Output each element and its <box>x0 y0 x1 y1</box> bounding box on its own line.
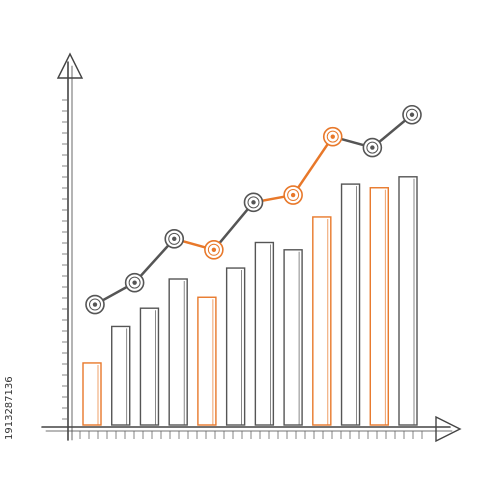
bar <box>197 296 217 426</box>
point-swirl <box>406 108 418 121</box>
point-swirl <box>89 298 101 311</box>
line-series <box>85 104 422 315</box>
point-swirl <box>128 276 141 289</box>
bar <box>168 278 188 426</box>
point-core <box>172 236 177 242</box>
point-core <box>290 192 296 198</box>
point-swirl <box>287 189 300 202</box>
point-swirl <box>207 243 220 256</box>
point-swirl <box>326 130 339 143</box>
point-core <box>251 200 256 205</box>
line-segment <box>212 201 255 251</box>
point-core <box>330 134 335 139</box>
bar <box>312 216 332 426</box>
axes <box>41 52 462 443</box>
bar <box>398 176 418 426</box>
bar <box>111 325 131 426</box>
bar <box>340 183 361 426</box>
bar <box>82 362 102 426</box>
bar <box>139 307 160 426</box>
line-segment <box>133 238 176 284</box>
watermark: 1913287136 <box>4 376 15 440</box>
point-swirl <box>366 141 379 154</box>
point-swirl <box>247 196 260 209</box>
point-core <box>370 145 375 150</box>
point-core <box>132 280 137 285</box>
line-segment <box>292 135 334 196</box>
bar <box>369 187 389 426</box>
point-core <box>409 112 415 117</box>
axis-hatching <box>62 99 423 439</box>
point-core <box>92 302 98 307</box>
bar <box>254 241 275 426</box>
bar <box>225 267 246 426</box>
bar <box>283 249 303 426</box>
point-core <box>211 247 217 252</box>
point-swirl <box>168 232 181 245</box>
